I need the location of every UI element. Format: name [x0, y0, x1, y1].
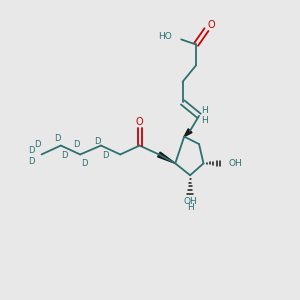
Text: D: D — [94, 136, 100, 146]
Text: D: D — [73, 140, 80, 149]
Text: O: O — [136, 117, 143, 127]
Polygon shape — [158, 152, 175, 164]
Text: H: H — [187, 202, 194, 211]
Text: D: D — [61, 151, 68, 160]
Text: O: O — [207, 20, 215, 30]
Text: H: H — [201, 116, 208, 125]
Text: D: D — [34, 140, 41, 149]
Text: D: D — [81, 159, 87, 168]
Polygon shape — [184, 129, 192, 136]
Text: OH: OH — [229, 159, 242, 168]
Text: H: H — [201, 106, 208, 115]
Text: HO: HO — [158, 32, 171, 41]
Text: D: D — [28, 146, 34, 154]
Text: D: D — [28, 157, 34, 166]
Text: D: D — [54, 134, 61, 143]
Text: D: D — [102, 151, 109, 160]
Text: OH: OH — [183, 196, 197, 206]
